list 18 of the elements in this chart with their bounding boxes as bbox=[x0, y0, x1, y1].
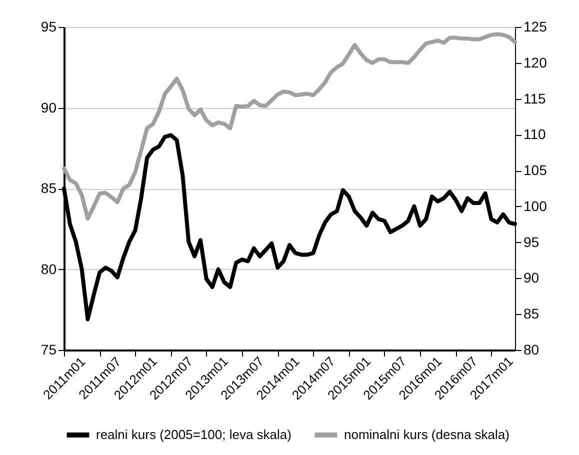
y2-tick-label: 80 bbox=[524, 342, 540, 358]
y2-tick-label: 120 bbox=[524, 54, 548, 70]
y-tick-label: 75 bbox=[40, 342, 57, 358]
y-tick-label: 85 bbox=[40, 180, 57, 196]
y2-tick-label: 90 bbox=[524, 270, 540, 286]
y-tick-label: 90 bbox=[40, 99, 57, 116]
legend-label: nominalni kurs (desna skala) bbox=[344, 427, 510, 442]
y2-tick-label: 95 bbox=[524, 234, 540, 250]
line-series bbox=[62, 32, 517, 221]
y2-tick-label: 85 bbox=[524, 306, 540, 322]
legend-label: realni kurs (2005=100; leva skala) bbox=[96, 427, 292, 442]
y-tick-label: 95 bbox=[40, 18, 57, 34]
y2-tick-label: 100 bbox=[524, 198, 548, 214]
y2-tick-label: 110 bbox=[524, 126, 546, 142]
y2-tick-label: 115 bbox=[524, 90, 546, 106]
y-tick-label: 80 bbox=[40, 260, 57, 277]
y2-tick-label: 125 bbox=[524, 18, 548, 34]
y2-tick-label: 105 bbox=[524, 162, 548, 178]
